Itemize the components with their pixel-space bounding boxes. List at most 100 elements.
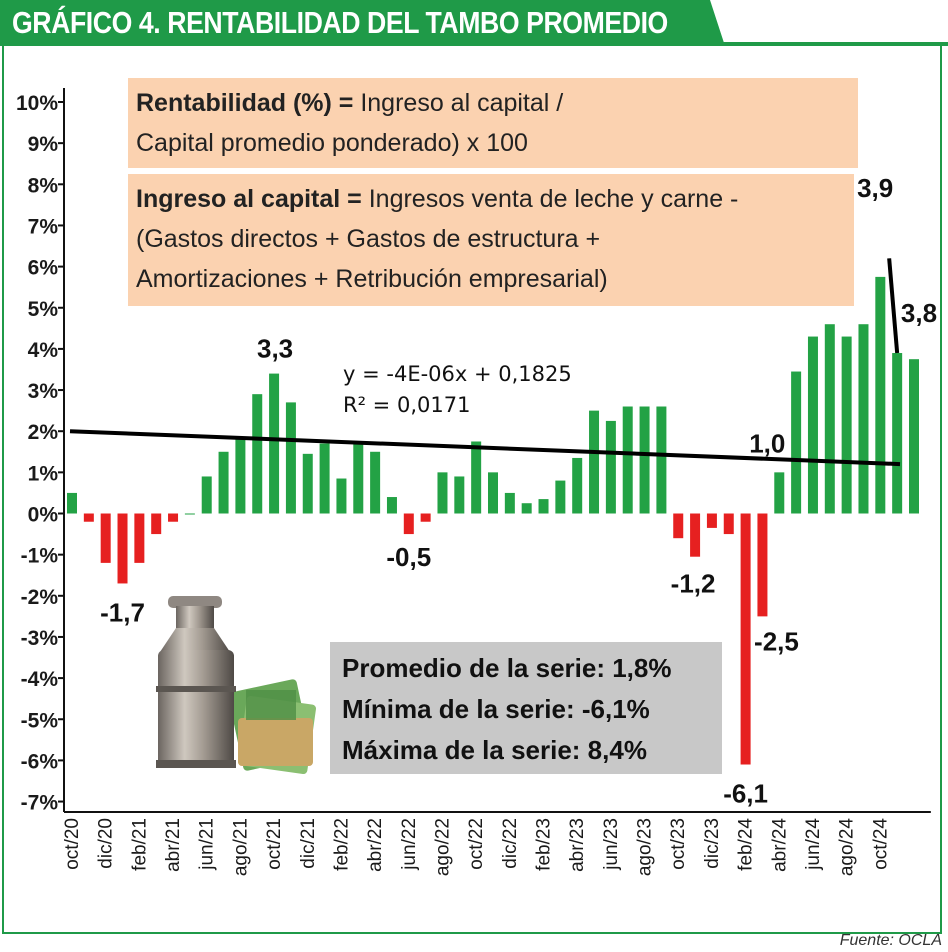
bar bbox=[67, 492, 77, 514]
formula-1-text1: Ingreso al capital / bbox=[353, 89, 564, 117]
x-tick-label: jun/24 bbox=[803, 818, 824, 871]
bar bbox=[807, 336, 818, 514]
x-tick-label: ago/21 bbox=[230, 818, 251, 876]
formula-box-rentabilidad: Rentabilidad (%) = Ingreso al capital / … bbox=[128, 78, 858, 168]
data-label: 3,8 bbox=[901, 298, 937, 328]
money-stack-icon bbox=[228, 679, 317, 775]
x-tick-label: dic/21 bbox=[298, 818, 319, 869]
x-tick-label: dic/22 bbox=[500, 818, 521, 869]
bar bbox=[622, 406, 633, 514]
bar bbox=[252, 394, 263, 514]
title-band bbox=[0, 0, 725, 46]
bar bbox=[83, 513, 94, 522]
chart-title: GRÁFICO 4. RENTABILIDAD DEL TAMBO PROMED… bbox=[12, 5, 668, 40]
x-tick-label: abr/22 bbox=[365, 818, 386, 872]
data-label: -1,2 bbox=[671, 569, 716, 599]
bar bbox=[538, 499, 549, 514]
bar bbox=[201, 476, 212, 514]
x-tick-label: abr/24 bbox=[769, 818, 790, 872]
x-tick-label: oct/23 bbox=[668, 818, 689, 870]
y-tick-label: -5% bbox=[21, 709, 59, 732]
formula-2-text1: Ingresos venta de leche y carne - bbox=[361, 185, 739, 213]
annotation-line bbox=[887, 258, 900, 354]
y-tick-label: 3% bbox=[28, 380, 59, 403]
data-label: -6,1 bbox=[723, 779, 768, 809]
data-label: 3,3 bbox=[257, 334, 293, 364]
bar bbox=[521, 503, 532, 514]
x-tick-label: abr/23 bbox=[567, 818, 588, 872]
formula-2-text2: (Gastos directos + Gastos de estructura … bbox=[136, 225, 601, 253]
y-axis: 10% 9% 8% 7% 6% 5% 4% 3% 2% 1% 0% -1% -2% -3% -4% -5% -6… bbox=[16, 88, 65, 815]
stat-maximum: Máxima de la serie: 8,4% bbox=[342, 735, 647, 765]
x-tick-label: feb/22 bbox=[331, 818, 352, 871]
bar bbox=[605, 420, 616, 514]
bar bbox=[151, 513, 162, 535]
x-tick-label: oct/21 bbox=[264, 818, 285, 870]
formula-2-text3: Amortizaciones + Retribución empresarial… bbox=[136, 265, 608, 293]
bar bbox=[875, 276, 886, 514]
milk-can-icon bbox=[156, 596, 236, 768]
data-label: 3,9 bbox=[857, 173, 893, 203]
y-tick-label: 0% bbox=[28, 504, 59, 527]
chart-frame bbox=[2, 44, 942, 934]
bar bbox=[673, 513, 684, 539]
title-underline bbox=[0, 42, 948, 46]
bar bbox=[892, 353, 903, 514]
bar bbox=[791, 371, 802, 514]
x-axis: oct/20 dic/20 feb/21 abr/21 jun/21 ago/21 oct/… bbox=[62, 811, 931, 876]
bar bbox=[841, 336, 852, 514]
bar bbox=[572, 457, 583, 514]
x-tick-label: feb/23 bbox=[534, 818, 555, 871]
bar bbox=[420, 513, 431, 522]
bar bbox=[302, 453, 313, 514]
bar bbox=[706, 513, 717, 528]
bar bbox=[386, 497, 397, 514]
bar bbox=[757, 513, 768, 617]
y-tick-label: 6% bbox=[28, 257, 59, 280]
trend-r2: R² = 0,0171 bbox=[343, 393, 470, 417]
y-tick-label: 1% bbox=[28, 462, 59, 485]
bars-group bbox=[67, 276, 919, 765]
y-tick-label: 5% bbox=[28, 298, 59, 321]
bar bbox=[639, 406, 650, 514]
x-tick-label: jun/22 bbox=[399, 818, 420, 871]
x-tick-label: abr/21 bbox=[163, 818, 184, 872]
formula-1-text2: Capital promedio ponderado) x 100 bbox=[136, 129, 528, 157]
x-tick-label: oct/22 bbox=[466, 818, 487, 870]
bar bbox=[656, 406, 667, 514]
data-label: -0,5 bbox=[386, 542, 431, 572]
y-tick-label: -7% bbox=[21, 792, 59, 815]
bar bbox=[471, 441, 482, 514]
y-tick-label: 10% bbox=[16, 92, 58, 115]
x-tick-label: ago/22 bbox=[432, 818, 453, 876]
stat-minimum: Mínima de la serie: -6,1% bbox=[342, 694, 650, 724]
stats-box: Promedio de la serie: 1,8% Mínima de la … bbox=[330, 642, 722, 774]
formula-2-term: Ingreso al capital = bbox=[136, 185, 362, 213]
bar bbox=[403, 513, 414, 535]
x-tick-label: dic/23 bbox=[702, 818, 723, 869]
bar bbox=[168, 513, 179, 522]
y-tick-label: 7% bbox=[28, 215, 59, 238]
bar bbox=[437, 472, 448, 514]
source-note: Fuente: OCLA bbox=[839, 932, 942, 949]
bar bbox=[235, 439, 246, 514]
bar bbox=[774, 472, 785, 514]
bar bbox=[690, 513, 701, 557]
bar bbox=[824, 324, 835, 514]
data-label: 1,0 bbox=[749, 428, 785, 458]
data-labels: -1,7 3,3 -0,5 -1,2 -6,1 -2,5 1,0 3,9 3,8 bbox=[100, 173, 937, 809]
bar bbox=[218, 451, 229, 514]
y-tick-label: -6% bbox=[21, 750, 59, 773]
x-tick-label: dic/20 bbox=[96, 818, 117, 869]
x-tick-label: oct/20 bbox=[62, 818, 83, 870]
bar bbox=[488, 472, 498, 514]
y-tick-label: 9% bbox=[28, 133, 59, 156]
bar bbox=[100, 513, 111, 563]
x-tick-label: feb/24 bbox=[736, 818, 757, 871]
x-tick-label: feb/21 bbox=[129, 818, 150, 871]
y-tick-label: -4% bbox=[21, 668, 59, 691]
formula-1-term: Rentabilidad (%) = bbox=[136, 89, 354, 117]
bar bbox=[353, 443, 364, 514]
trend-equation: y = -4E-06x + 0,1825 bbox=[343, 362, 572, 386]
